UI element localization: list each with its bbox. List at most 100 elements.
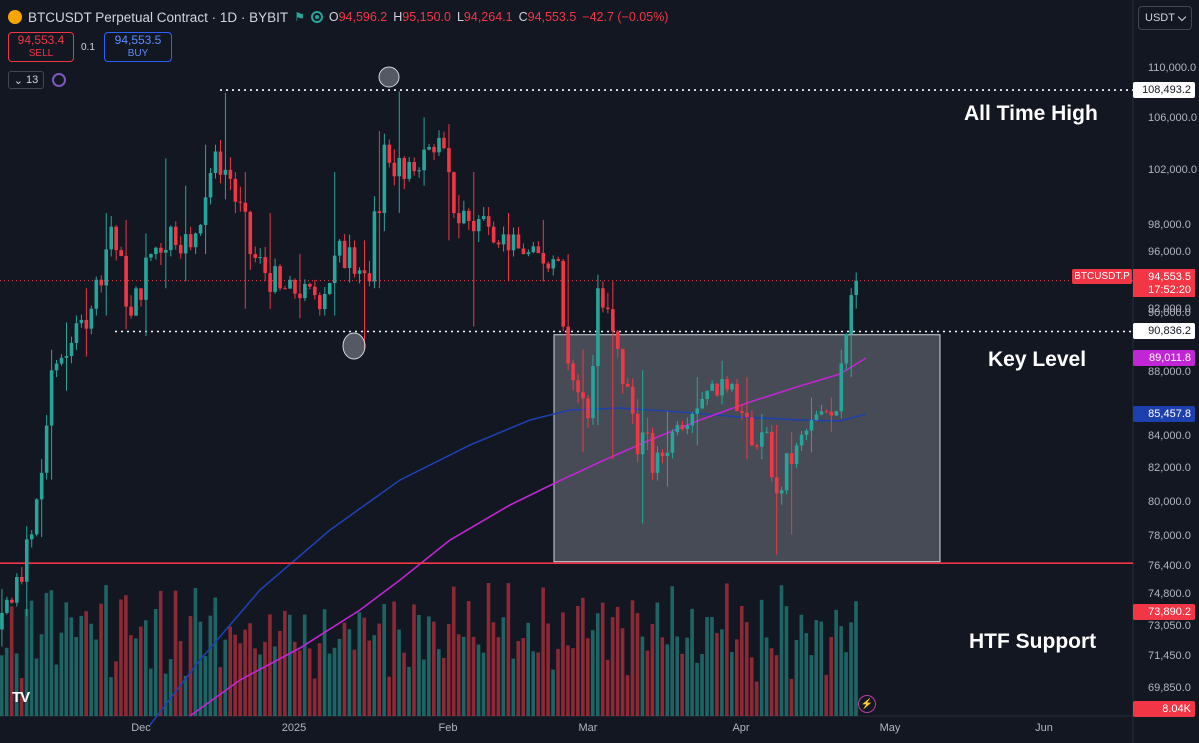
lightning-icon[interactable]: ⚡ [858, 695, 876, 713]
volume-bar [412, 604, 416, 716]
candle-body [695, 408, 700, 414]
candle-body [253, 254, 258, 258]
volume-bar [288, 614, 292, 716]
candle-body [442, 137, 446, 149]
candle-body [402, 157, 407, 179]
candle-body [755, 445, 759, 447]
volume-bar [451, 586, 456, 716]
candle-body [516, 234, 521, 249]
price-tick-label: 73,050.0 [1148, 620, 1191, 632]
candle-body [54, 363, 59, 371]
volume-bar [610, 617, 615, 716]
sync-icon[interactable] [52, 73, 66, 87]
indicators-toggle[interactable]: ⌄ 13 [8, 71, 44, 89]
buy-button[interactable]: 94,553.5 BUY [104, 32, 172, 62]
candle-body [745, 412, 749, 418]
candle-body [208, 172, 213, 198]
volume-bar [114, 661, 118, 716]
volume-bar [710, 617, 714, 716]
volume-bar [819, 621, 824, 716]
candle-body [819, 411, 824, 415]
volume-bar [615, 606, 620, 716]
volume-bar [183, 675, 188, 716]
volume-bar [685, 637, 689, 716]
candles [0, 91, 858, 647]
volume-bar [148, 668, 153, 716]
candle-body [794, 445, 799, 465]
price-tick-label: 102,000.0 [1148, 164, 1197, 176]
volume-bar [764, 637, 769, 716]
candle-body [486, 216, 491, 227]
candle-body [760, 432, 764, 447]
swing-high-marker[interactable] [378, 66, 400, 88]
volume-bar [332, 647, 337, 716]
symbol-title[interactable]: BTCUSDT Perpetual Contract · 1D · BYBIT [28, 9, 289, 25]
candle-body [784, 453, 789, 491]
candle-body [422, 149, 426, 171]
volume-bar [670, 586, 675, 716]
candle-body [372, 211, 377, 282]
candle-body [640, 432, 645, 455]
volume-bar [749, 657, 754, 716]
candle-body [298, 293, 302, 299]
volume-bar [809, 655, 814, 716]
candle-body [606, 307, 610, 310]
candle-body [288, 279, 292, 289]
volume-bar [377, 623, 381, 716]
volume-bar [99, 603, 103, 716]
volume-bar [491, 622, 496, 716]
volume-bar [446, 623, 451, 716]
candle-body [779, 490, 784, 494]
volume-bar [546, 623, 550, 716]
volume-bar [531, 651, 535, 716]
volume-bar [9, 606, 14, 716]
horizontal-levels[interactable] [0, 89, 1133, 564]
volume-bar [0, 655, 4, 716]
tradingview-logo[interactable]: TV [12, 689, 30, 706]
volume-bar [824, 674, 828, 716]
volume-bar [158, 590, 163, 716]
candle-body [0, 612, 4, 630]
price-label-current: BTCUSDT.P 94,553.5 17:52:20 [1072, 269, 1195, 297]
candle-body [586, 398, 590, 419]
volume-bar [119, 599, 123, 716]
volume-bar [307, 648, 312, 716]
volume-bar [730, 652, 734, 716]
volume-bar [322, 609, 327, 716]
swing-low-marker[interactable] [342, 332, 366, 360]
candle-body [725, 379, 729, 390]
candle-body [471, 220, 476, 232]
volume-bar [456, 634, 461, 716]
volume-bar [74, 636, 79, 716]
flag-icon[interactable]: ⚑ [294, 10, 305, 24]
volume-bar [342, 622, 347, 716]
volume-bar [576, 606, 580, 716]
volume-bar [511, 658, 516, 716]
swing-markers[interactable] [342, 66, 400, 360]
sell-button[interactable]: 94,553.4 SELL [8, 32, 74, 62]
currency-selector[interactable]: USDT [1138, 6, 1192, 30]
time-tick-label: May [879, 722, 901, 734]
volume-bar [715, 633, 719, 716]
candle-body [89, 308, 94, 329]
candle-body [407, 161, 411, 179]
volume-bar [600, 602, 605, 716]
price-tick-label: 96,000.0 [1148, 246, 1191, 258]
candle-body [228, 169, 233, 179]
candle-body [159, 247, 163, 253]
candle-body [834, 411, 839, 416]
volume-bar [739, 606, 744, 716]
candle-body [660, 452, 665, 456]
candle-body [84, 319, 89, 329]
candle-body [218, 151, 223, 175]
volume-bar [630, 600, 635, 716]
volume-bar [605, 659, 610, 716]
volume-bar [19, 678, 24, 716]
volume-bar [188, 616, 193, 716]
price-tick-label: 92,000.0 [1148, 303, 1191, 315]
volume-bar [337, 638, 342, 716]
volume-bar [700, 654, 704, 716]
volume-bar [794, 639, 799, 716]
volume-bar [347, 629, 352, 716]
